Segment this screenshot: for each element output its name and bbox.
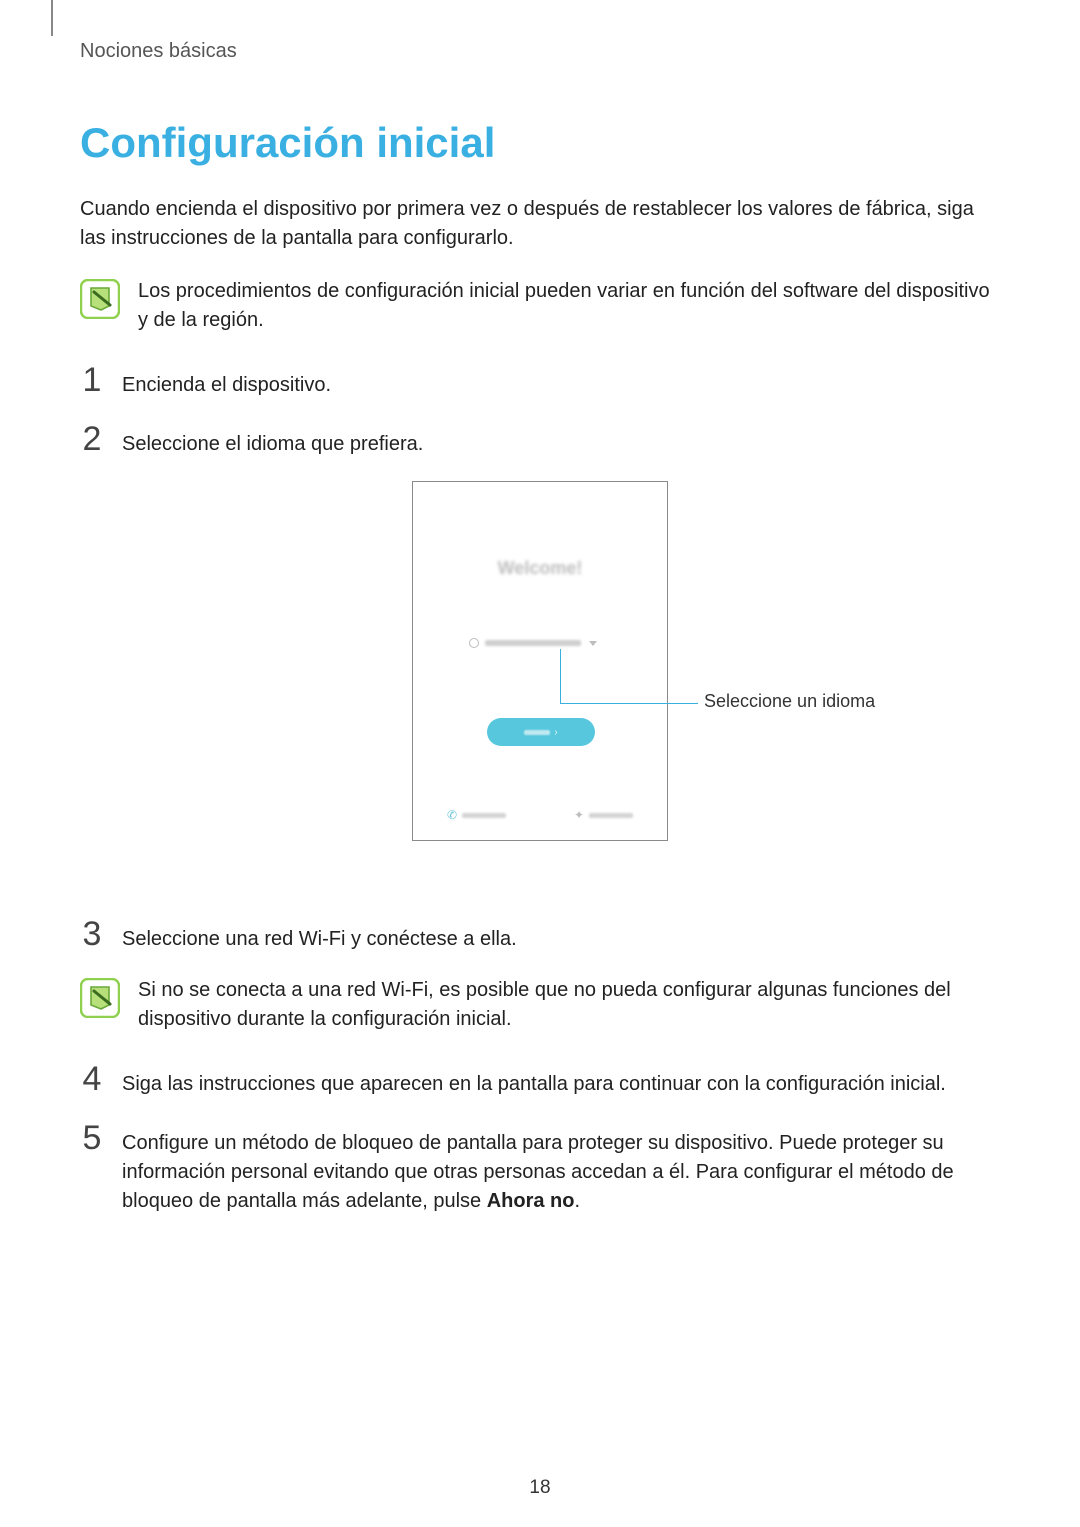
step-number: 4: [80, 1062, 104, 1096]
step-text-bold: Ahora no: [487, 1190, 575, 1212]
step-text: Siga las instrucciones que aparecen en l…: [122, 1070, 1000, 1099]
phone-emergency-call: ✆: [447, 808, 506, 822]
step-1: 1 Encienda el dispositivo.: [80, 363, 1000, 400]
placeholder-bar: [524, 730, 550, 735]
placeholder-bar: [462, 813, 506, 818]
phone-start-button: ›: [487, 718, 595, 746]
placeholder-bar: [589, 813, 633, 818]
phone-welcome-text: Welcome!: [413, 558, 667, 579]
note-block: Los procedimientos de configuración inic…: [80, 277, 1000, 335]
step-number: 1: [80, 363, 104, 397]
chevron-down-icon: [589, 641, 597, 646]
callout-label: Seleccione un idioma: [704, 691, 875, 712]
step-text: Seleccione el idioma que prefiera.: [122, 430, 1000, 459]
step-5: 5 Configure un método de bloqueo de pant…: [80, 1121, 1000, 1216]
page-content: Nociones básicas Configuración inicial C…: [0, 0, 1080, 1216]
intro-paragraph: Cuando encienda el dispositivo por prime…: [80, 195, 1000, 253]
accessibility-icon: ✦: [574, 808, 584, 822]
phone-accessibility: ✦: [574, 808, 633, 822]
step-text-part: .: [575, 1190, 581, 1212]
step-text: Configure un método de bloqueo de pantal…: [122, 1129, 1000, 1216]
callout-line: [560, 703, 698, 704]
phone-bottom-row: ✆ ✦: [413, 808, 667, 822]
step-3: 3 Seleccione una red Wi-Fi y conéctese a…: [80, 917, 1000, 954]
note-text: Si no se conecta a una red Wi-Fi, es pos…: [138, 976, 1000, 1034]
step-number: 5: [80, 1121, 104, 1155]
page-number: 18: [0, 1477, 1080, 1499]
breadcrumb: Nociones básicas: [80, 40, 1000, 63]
globe-icon: [469, 638, 479, 648]
note-text: Los procedimientos de configuración inic…: [138, 277, 1000, 335]
step-number: 2: [80, 422, 104, 456]
phone-language-selector: [469, 638, 597, 648]
step-number: 3: [80, 917, 104, 951]
note-icon: [80, 978, 120, 1018]
note-icon: [80, 279, 120, 319]
step-text: Encienda el dispositivo.: [122, 371, 1000, 400]
page-title: Configuración inicial: [80, 119, 1000, 167]
page-edge-mark: [51, 0, 53, 36]
figure-phone-welcome: Welcome! › ✆ ✦: [80, 481, 1000, 881]
callout-line: [560, 649, 561, 703]
step-text: Seleccione una red Wi-Fi y conéctese a e…: [122, 925, 1000, 954]
placeholder-bar: [485, 640, 581, 646]
phone-mockup: Welcome! › ✆ ✦: [412, 481, 668, 841]
phone-icon: ✆: [447, 808, 457, 822]
step-4: 4 Siga las instrucciones que aparecen en…: [80, 1062, 1000, 1099]
chevron-right-icon: ›: [554, 727, 557, 738]
step-2: 2 Seleccione el idioma que prefiera.: [80, 422, 1000, 459]
note-block: Si no se conecta a una red Wi-Fi, es pos…: [80, 976, 1000, 1034]
